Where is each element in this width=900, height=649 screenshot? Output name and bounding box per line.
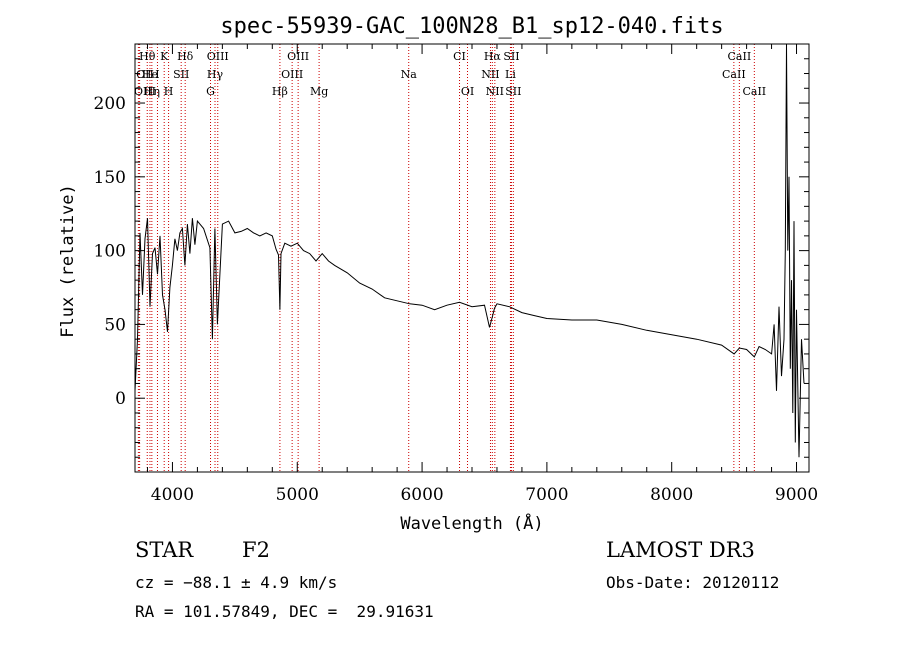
y-tick-label: 100	[94, 242, 126, 262]
observation-date: Obs-Date: 20120112	[606, 573, 780, 592]
chart-title: spec-55939-GAC_100N28_B1_sp12-040.fits	[220, 14, 723, 39]
line-label: Hη	[144, 85, 160, 98]
x-axis: 4000 5000 6000 7000 8000 9000	[146, 44, 818, 505]
line-label: NII	[486, 85, 504, 98]
line-label: CaII	[722, 68, 746, 81]
plot-frame	[134, 43, 810, 473]
line-label: K	[160, 50, 169, 63]
y-axis-label: Flux (relative)	[58, 184, 78, 338]
line-label: OI	[461, 85, 474, 98]
x-tick-label: 4000	[151, 485, 194, 505]
line-label: SII	[173, 68, 189, 81]
spectrum-series	[134, 43, 805, 458]
x-tick-label: 7000	[525, 485, 568, 505]
survey-name: LAMOST DR3	[606, 538, 755, 562]
line-label: Hγ	[207, 68, 224, 81]
line-label: Na	[401, 68, 418, 81]
x-tick-label: 5000	[276, 485, 319, 505]
line-label: CaII	[742, 85, 766, 98]
line-label: CI	[453, 50, 466, 63]
x-tick-label: 6000	[400, 485, 443, 505]
plot-area	[134, 43, 805, 458]
line-label: OIII	[207, 50, 229, 63]
line-label: G	[206, 85, 215, 98]
line-label: Li	[505, 68, 516, 81]
line-label: Mg	[310, 85, 328, 98]
line-label: OII	[136, 68, 154, 81]
line-label: Hδ	[177, 50, 194, 63]
x-axis-label: Wavelength (Å)	[400, 512, 543, 534]
object-subclass: F2	[242, 538, 270, 562]
line-label: SII	[503, 50, 519, 63]
line-label: Hβ	[272, 85, 288, 98]
line-label: H	[164, 85, 174, 98]
y-tick-label: 0	[115, 389, 126, 409]
line-label: OIII	[287, 50, 309, 63]
spectral-line-markers	[137, 44, 755, 472]
object-class: STAR	[135, 538, 194, 562]
line-label: Hα	[484, 50, 502, 63]
y-tick-label: 150	[94, 168, 126, 188]
x-tick-label: 9000	[775, 485, 818, 505]
line-label: NII	[481, 68, 499, 81]
line-label: OIII	[281, 68, 303, 81]
y-axis: 0 50 100 150 200	[94, 43, 809, 458]
y-tick-label: 200	[94, 94, 126, 114]
line-label: He	[142, 68, 158, 81]
x-tick-label: 8000	[650, 485, 693, 505]
line-label: Hθ	[139, 50, 156, 63]
line-label: I	[155, 68, 159, 81]
velocity-readout: cz = −88.1 ± 4.9 km/s	[135, 573, 338, 592]
coordinates-readout: RA = 101.57849, DEC = 29.91631	[135, 602, 434, 621]
line-label: CaII	[728, 50, 752, 63]
line-label: SII	[505, 85, 521, 98]
y-tick-label: 50	[104, 315, 126, 335]
